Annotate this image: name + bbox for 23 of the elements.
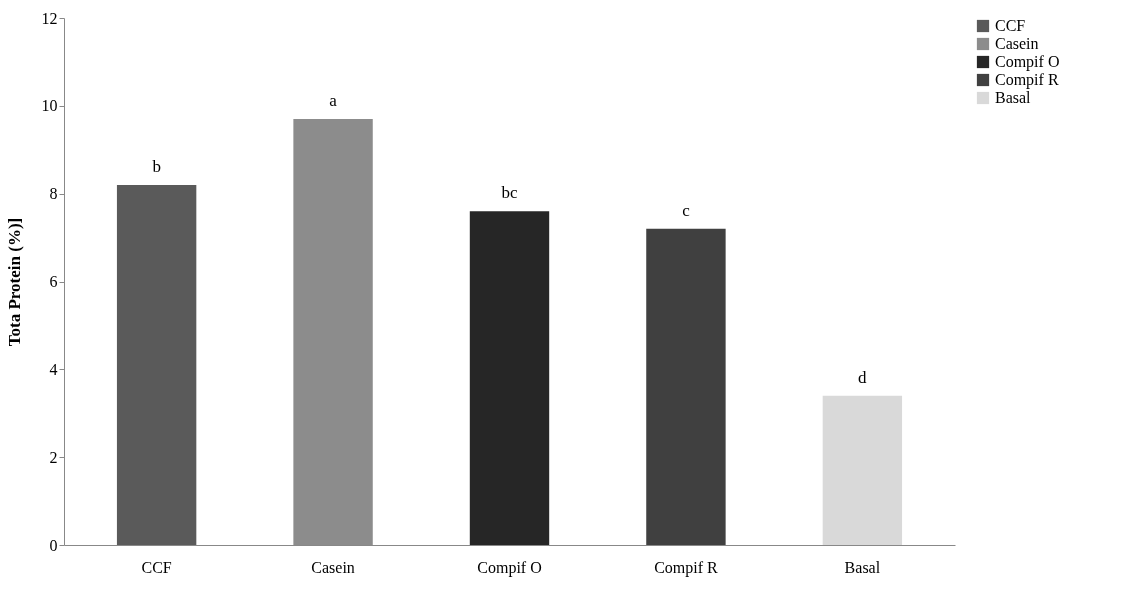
legend-label: Casein	[995, 35, 1039, 52]
x-tick-label: CCF	[141, 558, 172, 576]
annotation: bc	[501, 183, 518, 203]
y-tick-label: 0	[49, 536, 58, 554]
legend-label: Basal	[995, 89, 1032, 106]
legend-label: CCF	[995, 17, 1026, 34]
y-tick-label: 8	[49, 185, 58, 203]
annotation: a	[329, 91, 338, 111]
y-tick-label: 10	[41, 97, 58, 115]
annotation: b	[152, 156, 161, 176]
x-tick-label: Compif O	[477, 558, 542, 577]
legend-label: Compif R	[995, 71, 1059, 89]
annotation: d	[858, 367, 868, 387]
y-axis-title: Tota Protein (%)]	[4, 217, 24, 347]
y-tick-label: 2	[49, 448, 58, 466]
x-tick-label: Compif R	[654, 558, 719, 577]
legend-label: Compif O	[995, 53, 1060, 71]
y-tick-label: 12	[41, 9, 58, 27]
x-tick-label: Basal	[844, 558, 881, 576]
y-tick-label: 6	[49, 273, 58, 290]
x-tick-label: Casein	[311, 558, 355, 576]
y-tick-label: 4	[49, 360, 58, 378]
annotation: c	[682, 200, 691, 220]
